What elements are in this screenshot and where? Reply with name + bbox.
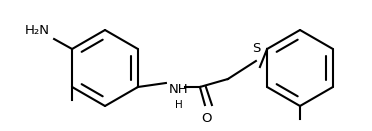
Text: O: O xyxy=(202,112,212,125)
Text: S: S xyxy=(252,42,260,55)
Text: NH: NH xyxy=(169,83,189,95)
Text: H: H xyxy=(175,100,183,110)
Text: H₂N: H₂N xyxy=(25,24,50,37)
